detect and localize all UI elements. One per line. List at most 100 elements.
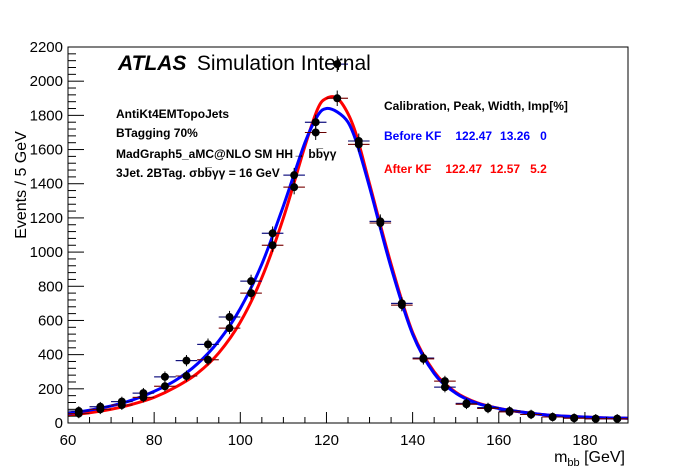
data-marker [139,393,148,402]
data-marker [397,301,406,310]
x-tick-label: 100 [228,432,253,449]
data-point [498,407,521,417]
data-marker [354,140,363,149]
data-marker [333,60,342,69]
y-tick-label: 1600 [30,142,63,159]
data-markers [68,56,628,424]
data-point [563,413,585,423]
legend: Before KF 122.47 13.26 0 After KF 122.47 12.57… [384,129,547,176]
data-point [154,371,176,383]
data-point [89,404,112,415]
data-point [520,409,542,420]
data-marker [117,401,126,410]
fit-curve-before-kf-fit [67,106,629,420]
data-point [197,354,219,366]
y-tick-label: 800 [38,278,63,295]
y-tick-label: 1400 [30,176,63,193]
y-tick-label: 0 [55,415,63,432]
data-point [154,381,176,392]
x-tick-label: 160 [486,432,511,449]
data-point [111,400,133,410]
y-tick-label: 1000 [30,244,63,261]
legend-entry: Before KF 122.47 13.26 0 [384,129,547,143]
data-marker [419,354,428,363]
data-marker [204,340,212,349]
y-tick-label: 1800 [30,107,63,124]
data-marker [527,410,536,419]
y-tick-label: 200 [38,381,63,398]
fit-curves [67,95,629,420]
data-marker [96,405,105,414]
data-marker [440,377,449,386]
data-point [455,399,478,410]
atlas-word: ATLAS [117,52,186,75]
data-marker [204,355,212,364]
info-line: 3Jet. 2BTag. σbb̅γγ = 16 GeV [116,166,280,180]
x-tick-label: 120 [314,432,339,449]
x-tick-label: 180 [572,432,597,449]
data-marker [548,413,557,422]
data-point [326,90,348,106]
data-marker [290,171,299,180]
x-tick-label: 140 [400,432,425,449]
data-point [261,238,284,253]
data-point [477,403,499,414]
data-point [68,408,90,419]
legend-entry: After KF 122.47 12.57 5.2 [384,162,547,176]
data-marker [311,128,320,137]
y-tick-label: 2200 [30,39,63,56]
data-marker [247,289,256,298]
data-point [240,286,262,300]
data-point [240,274,262,288]
data-marker [440,383,449,392]
data-point [434,375,456,387]
data-marker [182,356,191,365]
x-tick-label: 60 [60,432,77,449]
x-tick-label: 80 [146,432,163,449]
data-marker [311,118,320,127]
data-marker [484,404,492,413]
y-tick-label: 2000 [30,73,63,90]
data-point [175,354,198,367]
data-point [412,353,435,365]
x-axis-title: mbb [GeV] [554,449,625,469]
data-marker [268,229,277,238]
data-point [197,338,219,351]
x-axis: 60 80 100 120 140 160 180 [60,412,629,449]
data-marker [247,277,256,286]
data-marker [505,407,514,416]
atlas-label: ATLAS Simulation Internal [117,52,371,75]
data-marker [376,219,385,228]
y-tick-label: 400 [38,347,63,364]
data-marker [225,324,234,333]
data-marker [160,382,169,391]
data-point [369,216,392,230]
info-line: AntiKt4EMTopoJets [116,107,229,121]
info-line: MadGraph5_aMC@NLO SM HH→ bb̅γγ [116,147,337,161]
atlas-subtitle: Simulation Internal [197,52,371,75]
data-point [541,412,564,422]
data-point [218,322,241,335]
data-marker [182,372,191,380]
y-tick-label: 1200 [30,210,63,227]
data-marker [333,94,342,103]
data-marker [591,414,600,423]
data-marker [570,414,579,423]
data-marker [613,414,622,423]
data-point [348,136,370,152]
data-marker [268,241,277,250]
data-marker [74,409,83,418]
data-marker [160,372,169,381]
info-line: BTagging 70% [116,126,198,140]
y-axis: 0 200 400 600 800 1000 1200 1400 1600 1800 2000 220… [30,39,84,432]
data-point [606,414,628,424]
data-point [261,226,284,241]
data-point [326,56,348,73]
info-box: AntiKt4EMTopoJets BTagging 70% MadGraph5_a… [116,107,337,180]
data-marker [462,400,471,409]
data-marker [225,313,234,322]
data-point [283,179,305,195]
data-point [391,298,413,312]
